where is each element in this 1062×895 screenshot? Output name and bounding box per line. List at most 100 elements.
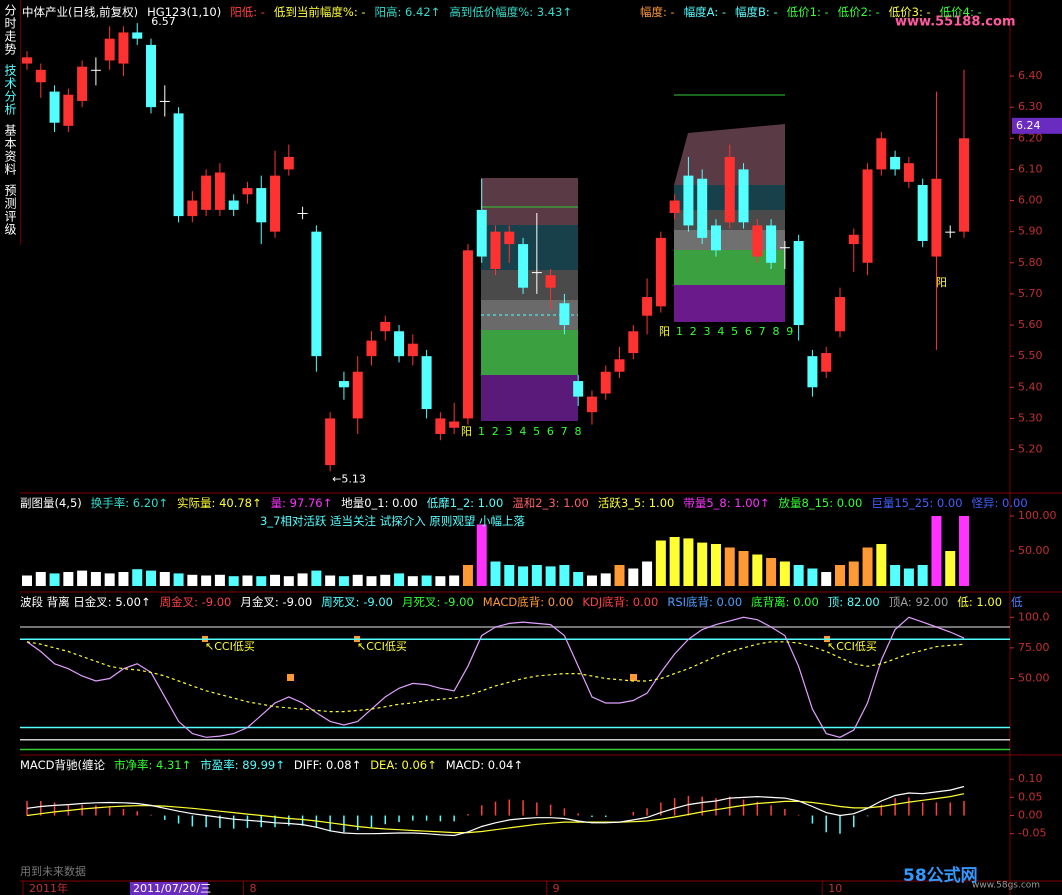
candle-body: [890, 156, 901, 170]
candle-body: [683, 175, 694, 226]
candle-body: [394, 331, 405, 357]
y-tick-label: 5.50: [1018, 349, 1043, 362]
candle-body: [63, 94, 74, 126]
bar: [407, 576, 418, 586]
candle-body: [187, 200, 198, 217]
header-item: 换手率: 6.20↑: [90, 496, 169, 510]
candle-body: [559, 303, 570, 326]
y-tick-label: 0.00: [1018, 809, 1043, 822]
bar: [862, 547, 873, 586]
bar: [49, 573, 60, 586]
candle-body: [352, 371, 363, 419]
candle-body: [407, 343, 418, 357]
bar: [586, 575, 597, 586]
header-item: 低价3: -: [888, 5, 931, 19]
bar: [63, 572, 74, 586]
sidebar-tab[interactable]: 预测评级: [3, 184, 17, 236]
candle-body: [214, 172, 225, 210]
signal-count: 6: [745, 325, 752, 338]
panel-separator: [20, 0, 1062, 895]
header-item: 底背离: 0.00: [751, 595, 819, 609]
x-tick-label: 8: [249, 882, 256, 895]
bar: [848, 561, 859, 586]
candle-body: [697, 178, 708, 238]
signal-count: 6: [547, 425, 554, 438]
header-item: 顶: 82.00: [827, 595, 880, 609]
candle-body: [132, 32, 143, 39]
bar: [890, 565, 901, 586]
header-item: HG123(1,10): [147, 5, 222, 19]
signal-count: 7: [759, 325, 766, 338]
signal-count: 4: [717, 325, 724, 338]
candle-body: [311, 231, 322, 357]
panel-subheader: 3_7相对活跃 适当关注 试探介入 原则观望 小幅上落: [260, 514, 526, 528]
y-tick-label: 5.40: [1018, 380, 1043, 393]
candle-body: [504, 231, 515, 245]
bar: [600, 573, 611, 586]
signal-label: 阳: [936, 276, 947, 289]
cursor-box: [130, 882, 208, 895]
bar: [338, 576, 349, 586]
sidebar-tab[interactable]: 分时走势: [3, 4, 17, 56]
annotation: ↖CCI低买: [827, 640, 877, 653]
panel-header: 幅度: - 幅度A: - 幅度B: - 低价1: - 低价2: - 低价3: - 低价4: …: [640, 4, 991, 20]
header-item: 带量5_8: 1.00↑: [683, 496, 770, 510]
bar: [22, 575, 32, 586]
bar: [821, 572, 832, 586]
candle-body: [49, 91, 60, 123]
header-item: 中体产业(日线,前复权): [22, 5, 139, 19]
candle-body: [518, 244, 529, 288]
bar: [118, 572, 129, 586]
signal-count: 2: [690, 325, 697, 338]
bar: [545, 566, 556, 586]
bar: [518, 566, 529, 586]
candle-body: [297, 212, 308, 214]
bar: [903, 568, 914, 586]
bar: [352, 574, 363, 586]
bar: [945, 551, 956, 586]
bar: [242, 575, 253, 586]
candle-body: [77, 66, 88, 101]
candle-body: [228, 200, 239, 210]
candle-body: [256, 188, 267, 223]
signal-label: 阳: [461, 425, 472, 438]
header-item: MACD背驰(缠论: [20, 758, 105, 772]
candle-body: [118, 32, 129, 64]
candle-body: [283, 156, 294, 170]
y-tick-label: 0.05: [1018, 790, 1043, 803]
header-item: 月金叉: -9.00: [240, 595, 313, 609]
candle-body: [380, 321, 391, 332]
candle-body: [242, 188, 253, 195]
sidebar-tab[interactable]: 技术分析: [3, 64, 17, 116]
header-item: RSI底背: 0.00: [667, 595, 743, 609]
y-tick-label: 5.20: [1018, 443, 1043, 456]
watermark: 58公式网: [903, 865, 978, 886]
bar: [917, 565, 928, 586]
candle-body: [848, 234, 859, 245]
panel-header: 中体产业(日线,前复权) HG123(1,10) 阳低: - 低到当前幅度%: - 阳高…: [22, 4, 581, 20]
candle-body: [490, 231, 501, 270]
cursor-label: 2011/07/20/三: [133, 882, 211, 895]
header-item: 幅度A: -: [683, 5, 727, 19]
bar: [394, 573, 405, 586]
last-price-box: [1012, 117, 1062, 134]
bar: [642, 561, 653, 586]
low-label: ←5.13: [332, 472, 366, 485]
header-item: 波段 背离 日金叉: 5.00↑: [20, 595, 151, 609]
signal-count: 8: [574, 425, 581, 438]
bar: [228, 576, 239, 586]
bar: [476, 524, 487, 586]
candle-body: [628, 331, 639, 354]
bar: [214, 574, 225, 586]
header-item: 周死叉: -9.00: [321, 595, 393, 609]
line: [26, 793, 965, 834]
candle-body: [766, 225, 777, 263]
annotation: ↖CCI低买: [205, 640, 255, 653]
header-item: 月死叉: -9.00: [401, 595, 474, 609]
bar: [876, 544, 887, 586]
sidebar-tab[interactable]: 基本资料: [3, 124, 17, 176]
bar: [201, 575, 212, 586]
candle-body: [338, 381, 349, 388]
line: [26, 785, 965, 837]
candle-body: [159, 100, 170, 102]
